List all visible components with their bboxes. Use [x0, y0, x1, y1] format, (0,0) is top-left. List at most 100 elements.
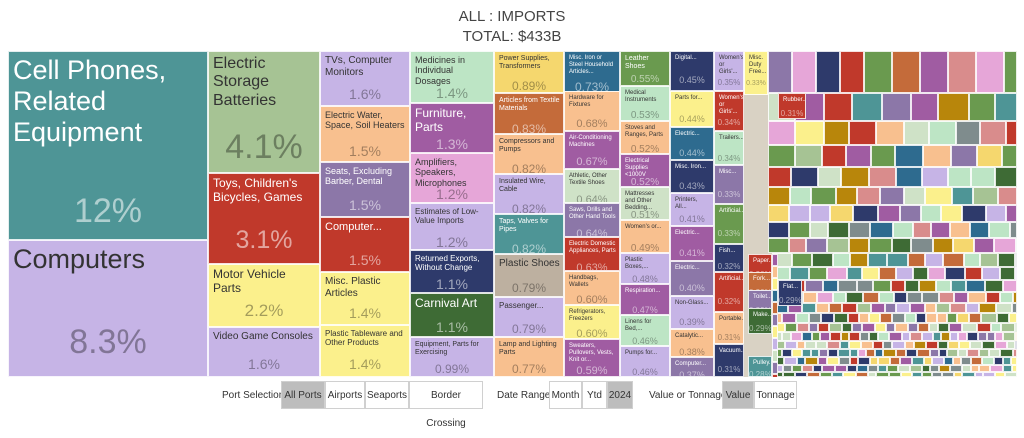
category-cell[interactable]: Equipment, Parts for Exercising 0.99% — [410, 337, 494, 377]
category-cell[interactable]: Misc. Iron or Steel Household Articles..… — [564, 51, 620, 96]
minor-category-cell[interactable] — [985, 280, 1003, 292]
category-cell[interactable]: Respiration... 0.47% — [620, 284, 670, 315]
category-cell[interactable]: Digital... 0.45% — [670, 51, 714, 91]
minor-category-cell[interactable] — [970, 222, 989, 238]
minor-category-cell[interactable] — [789, 205, 810, 222]
category-cell[interactable]: Saws, Drills and Other Hand Tools 0.64% — [564, 203, 620, 237]
minor-category-cell[interactable] — [782, 332, 791, 341]
minor-category-cell[interactable] — [904, 187, 926, 205]
minor-category-cell[interactable] — [817, 323, 829, 332]
minor-category-cell[interactable] — [995, 93, 1017, 121]
minor-category-cell[interactable] — [850, 349, 858, 357]
minor-category-cell[interactable] — [841, 332, 849, 341]
minor-category-cell[interactable] — [856, 303, 872, 313]
minor-category-cell[interactable] — [838, 349, 850, 357]
minor-category-cell[interactable] — [951, 145, 977, 167]
category-cell[interactable]: Estimates of Low-Value Imports 1.2% — [410, 203, 494, 250]
minor-category-cell[interactable] — [930, 365, 939, 372]
minor-category-cell[interactable] — [931, 222, 951, 238]
minor-category-cell[interactable] — [811, 349, 819, 357]
minor-category-cell[interactable] — [823, 280, 838, 292]
minor-category-cell[interactable] — [995, 372, 1005, 377]
minor-category-cell[interactable] — [976, 323, 991, 332]
minor-category-cell[interactable] — [864, 51, 892, 93]
minor-category-cell[interactable] — [768, 205, 789, 222]
minor-category-cell[interactable] — [835, 187, 857, 205]
minor-category-cell[interactable] — [957, 313, 969, 323]
minor-category-cell[interactable] — [975, 372, 983, 377]
minor-category-cell[interactable] — [871, 303, 885, 313]
minor-category-cell[interactable] — [829, 323, 843, 332]
minor-category-cell[interactable] — [938, 341, 948, 349]
minor-category-cell[interactable] — [987, 332, 995, 341]
category-cell[interactable]: Women's or... 0.49% — [620, 220, 670, 253]
minor-category-cell[interactable] — [942, 372, 954, 377]
minor-category-cell[interactable] — [953, 238, 974, 253]
minor-category-cell[interactable] — [915, 313, 927, 323]
minor-category-cell[interactable] — [950, 222, 970, 238]
date-month-button[interactable]: Month — [549, 381, 582, 409]
minor-category-cell[interactable] — [892, 313, 906, 323]
minor-category-cell[interactable] — [805, 341, 816, 349]
minor-category-cell[interactable] — [997, 253, 1016, 267]
minor-category-cell[interactable] — [933, 332, 941, 341]
minor-category-cell[interactable] — [856, 187, 880, 205]
minor-category-cell[interactable] — [849, 253, 868, 267]
category-cell[interactable]: Cell Phones, Related Equipment 12% — [8, 51, 208, 240]
category-cell[interactable]: Athletic, Other Textile Shoes 0.64% — [564, 169, 620, 203]
minor-category-cell[interactable] — [911, 93, 938, 121]
minor-category-cell[interactable] — [792, 51, 816, 93]
minor-category-cell[interactable] — [871, 145, 895, 167]
minor-category-cell[interactable] — [858, 349, 866, 357]
minor-category-cell[interactable] — [868, 365, 878, 372]
minor-category-cell[interactable] — [833, 253, 850, 267]
minor-category-cell[interactable] — [986, 205, 1006, 222]
category-cell[interactable]: Electric... 0.40% — [670, 261, 714, 296]
minor-category-cell[interactable] — [772, 302, 778, 314]
minor-category-cell[interactable] — [1003, 365, 1012, 372]
minor-category-cell[interactable] — [892, 341, 905, 349]
category-cell[interactable]: Hardware for Fixtures 0.68% — [564, 91, 620, 131]
minor-category-cell[interactable] — [827, 357, 839, 365]
category-cell[interactable]: Computer... 0.37% — [670, 357, 714, 377]
minor-category-cell[interactable] — [768, 187, 791, 205]
measure-tonnage-button[interactable]: Tonnage — [754, 381, 797, 409]
category-cell[interactable]: Artificial... 0.33% — [714, 204, 744, 244]
minor-category-cell[interactable] — [1009, 313, 1017, 323]
minor-category-cell[interactable] — [949, 323, 963, 332]
minor-category-cell[interactable] — [966, 303, 979, 313]
category-cell[interactable]: Medicines in Individual Dosages 1.4% — [410, 51, 494, 103]
minor-category-cell[interactable] — [1015, 332, 1017, 341]
minor-category-cell[interactable] — [782, 313, 796, 323]
minor-category-cell[interactable] — [912, 222, 932, 238]
minor-category-cell[interactable] — [884, 303, 897, 313]
minor-category-cell[interactable] — [950, 332, 958, 341]
minor-category-cell[interactable] — [950, 365, 962, 372]
minor-category-cell[interactable] — [898, 365, 910, 372]
minor-category-cell[interactable] — [772, 338, 778, 350]
category-cell[interactable]: Plastic Boxes,... 0.48% — [620, 253, 670, 284]
minor-category-cell[interactable] — [783, 365, 792, 372]
minor-category-cell[interactable] — [958, 349, 967, 357]
minor-category-cell[interactable] — [879, 267, 897, 280]
minor-category-cell[interactable] — [1003, 357, 1011, 365]
minor-category-cell[interactable] — [846, 292, 863, 303]
minor-category-cell[interactable] — [948, 341, 959, 349]
minor-category-cell[interactable] — [891, 280, 905, 292]
minor-category-cell[interactable] — [849, 332, 860, 341]
category-cell[interactable]: Refrigerators, Freezers 0.60% — [564, 305, 620, 339]
category-cell[interactable]: Handbags, Wallets 0.60% — [564, 271, 620, 305]
minor-category-cell[interactable] — [949, 303, 967, 313]
minor-category-cell[interactable] — [768, 222, 789, 238]
minor-category-cell[interactable] — [792, 349, 802, 357]
category-cell[interactable]: Computer... 1.5% — [320, 217, 410, 272]
category-cell[interactable]: Trailers... 0.34% — [714, 131, 744, 165]
minor-category-cell[interactable] — [809, 267, 827, 280]
minor-category-cell[interactable] — [849, 121, 877, 145]
minor-category-cell[interactable] — [802, 349, 811, 357]
minor-category-cell[interactable] — [857, 365, 868, 372]
minor-category-cell[interactable] — [866, 349, 875, 357]
minor-category-cell[interactable] — [919, 280, 936, 292]
minor-category-cell[interactable] — [808, 323, 818, 332]
minor-category-cell[interactable] — [785, 323, 798, 332]
